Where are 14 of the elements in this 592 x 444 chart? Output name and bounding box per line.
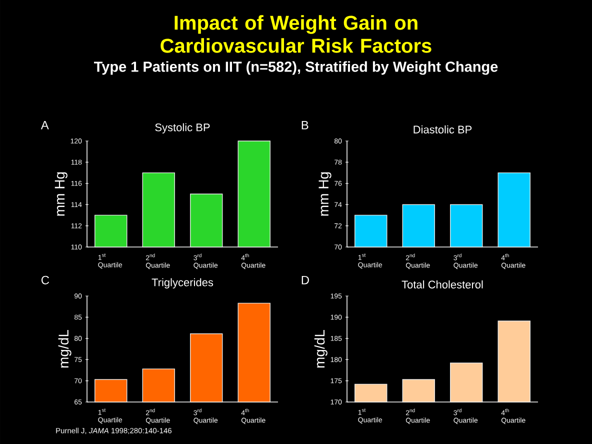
y-axis-title: mg/dL [58, 330, 72, 368]
text: Impact of Weight Gain on Cardiovascular Risk Factors [160, 15, 432, 53]
chart-title: Diastolic BP [414, 125, 472, 134]
chart-title: Total Cholesterol [402, 280, 483, 288]
chart-title: Systolic BP [155, 123, 210, 134]
text: A [40, 120, 49, 130]
y-axis-title: mm Hg [318, 172, 332, 216]
text: B [302, 120, 308, 130]
y-axis-title: mm Hg [54, 172, 68, 216]
text: Type 1 Patients on IIT (n=582), Stratified by Weight Change [94, 61, 498, 75]
y-axis-title: mg/dL [314, 330, 328, 368]
text: D [302, 276, 309, 284]
chart-title: Triglycerides [152, 278, 214, 288]
text: C [41, 276, 50, 284]
